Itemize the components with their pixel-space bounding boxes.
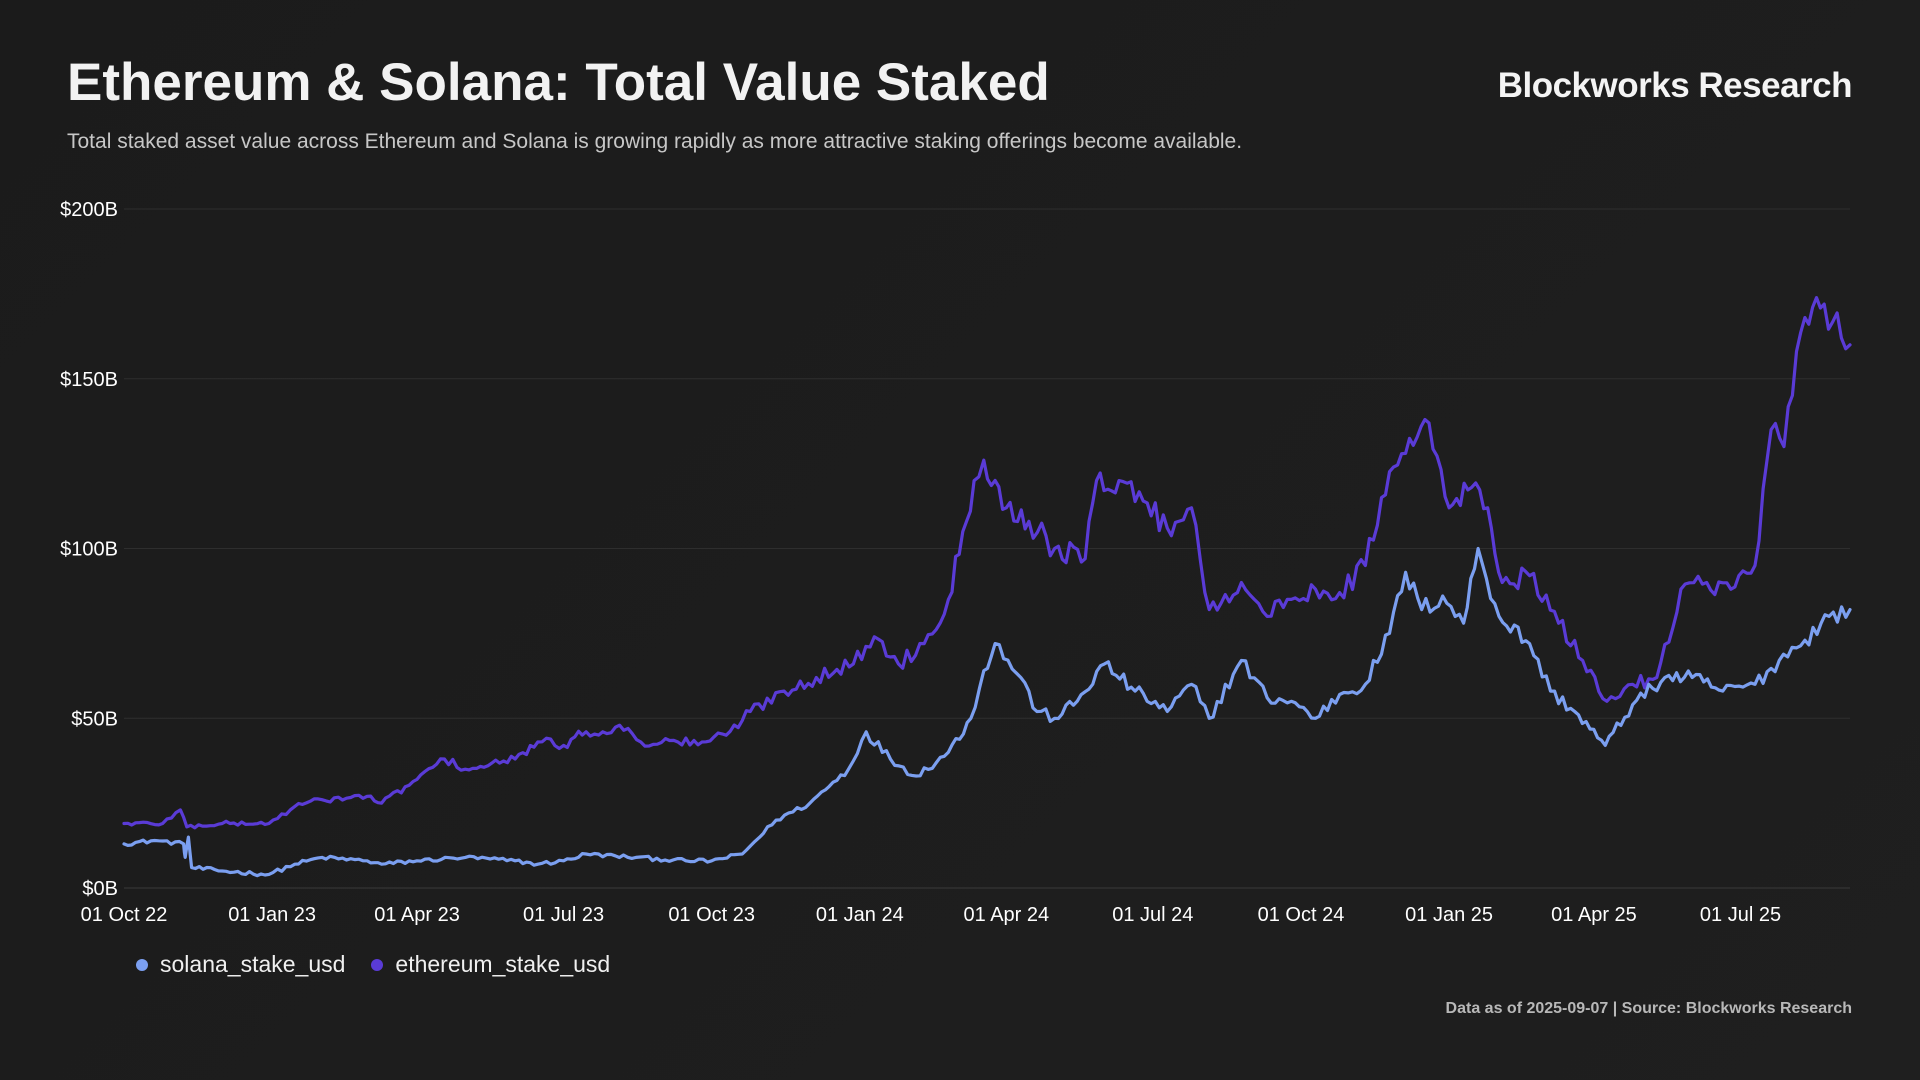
x-tick-label: 01 Oct 23 [668, 904, 755, 926]
x-tick-label: 01 Apr 23 [374, 904, 460, 926]
x-tick-label: 01 Jul 24 [1112, 904, 1193, 926]
x-tick-label: 01 Jan 25 [1405, 904, 1493, 926]
legend-item-solana[interactable]: solana_stake_usd [136, 951, 345, 978]
brand-logo: Blockworks Research [1497, 66, 1853, 105]
y-tick-label: $200B [60, 199, 118, 221]
x-tick-label: 01 Apr 24 [964, 904, 1050, 926]
legend: solana_stake_usd ethereum_stake_usd [136, 951, 636, 978]
x-tick-label: 01 Oct 22 [81, 904, 168, 926]
x-tick-label: 01 Oct 24 [1258, 904, 1345, 926]
source-note: Data as of 2025-09-07 | Source: Blockwor… [1445, 1000, 1852, 1017]
x-tick-label: 01 Jan 24 [816, 904, 904, 926]
grid-lines [124, 208, 1850, 889]
x-tick-label: 01 Apr 25 [1551, 904, 1637, 926]
x-tick-label: 01 Jul 25 [1700, 904, 1781, 926]
series-line-ethereum-stake-usd[interactable] [122, 296, 1852, 830]
legend-marker-ethereum [371, 958, 384, 971]
x-axis-ticks: 01 Oct 22 01 Jan 23 01 Apr 23 01 Jul 23 01 O… [81, 904, 1781, 926]
legend-label-ethereum: ethereum_stake_usd [395, 951, 611, 977]
chart-title: Ethereum & Solana: Total Value Staked [67, 53, 1050, 112]
chart-subtitle: Total staked asset value across Ethereum… [67, 130, 1243, 153]
legend-marker-solana [136, 958, 148, 971]
legend-item-ethereum[interactable]: ethereum_stake_usd [371, 951, 610, 978]
x-tick-label: 01 Jul 23 [523, 904, 604, 926]
y-tick-label: $50B [71, 708, 118, 730]
y-axis-ticks: $0B $50B $100B $150B $200B [60, 199, 118, 900]
legend-label-solana: solana_stake_usd [160, 951, 346, 977]
y-tick-label: $0B [82, 878, 118, 900]
y-tick-label: $100B [60, 539, 118, 561]
series-line-solana-stake-usd[interactable] [122, 546, 1852, 878]
series-lines [122, 296, 1852, 878]
x-tick-label: 01 Jan 23 [228, 904, 316, 926]
y-tick-label: $150B [60, 369, 118, 391]
